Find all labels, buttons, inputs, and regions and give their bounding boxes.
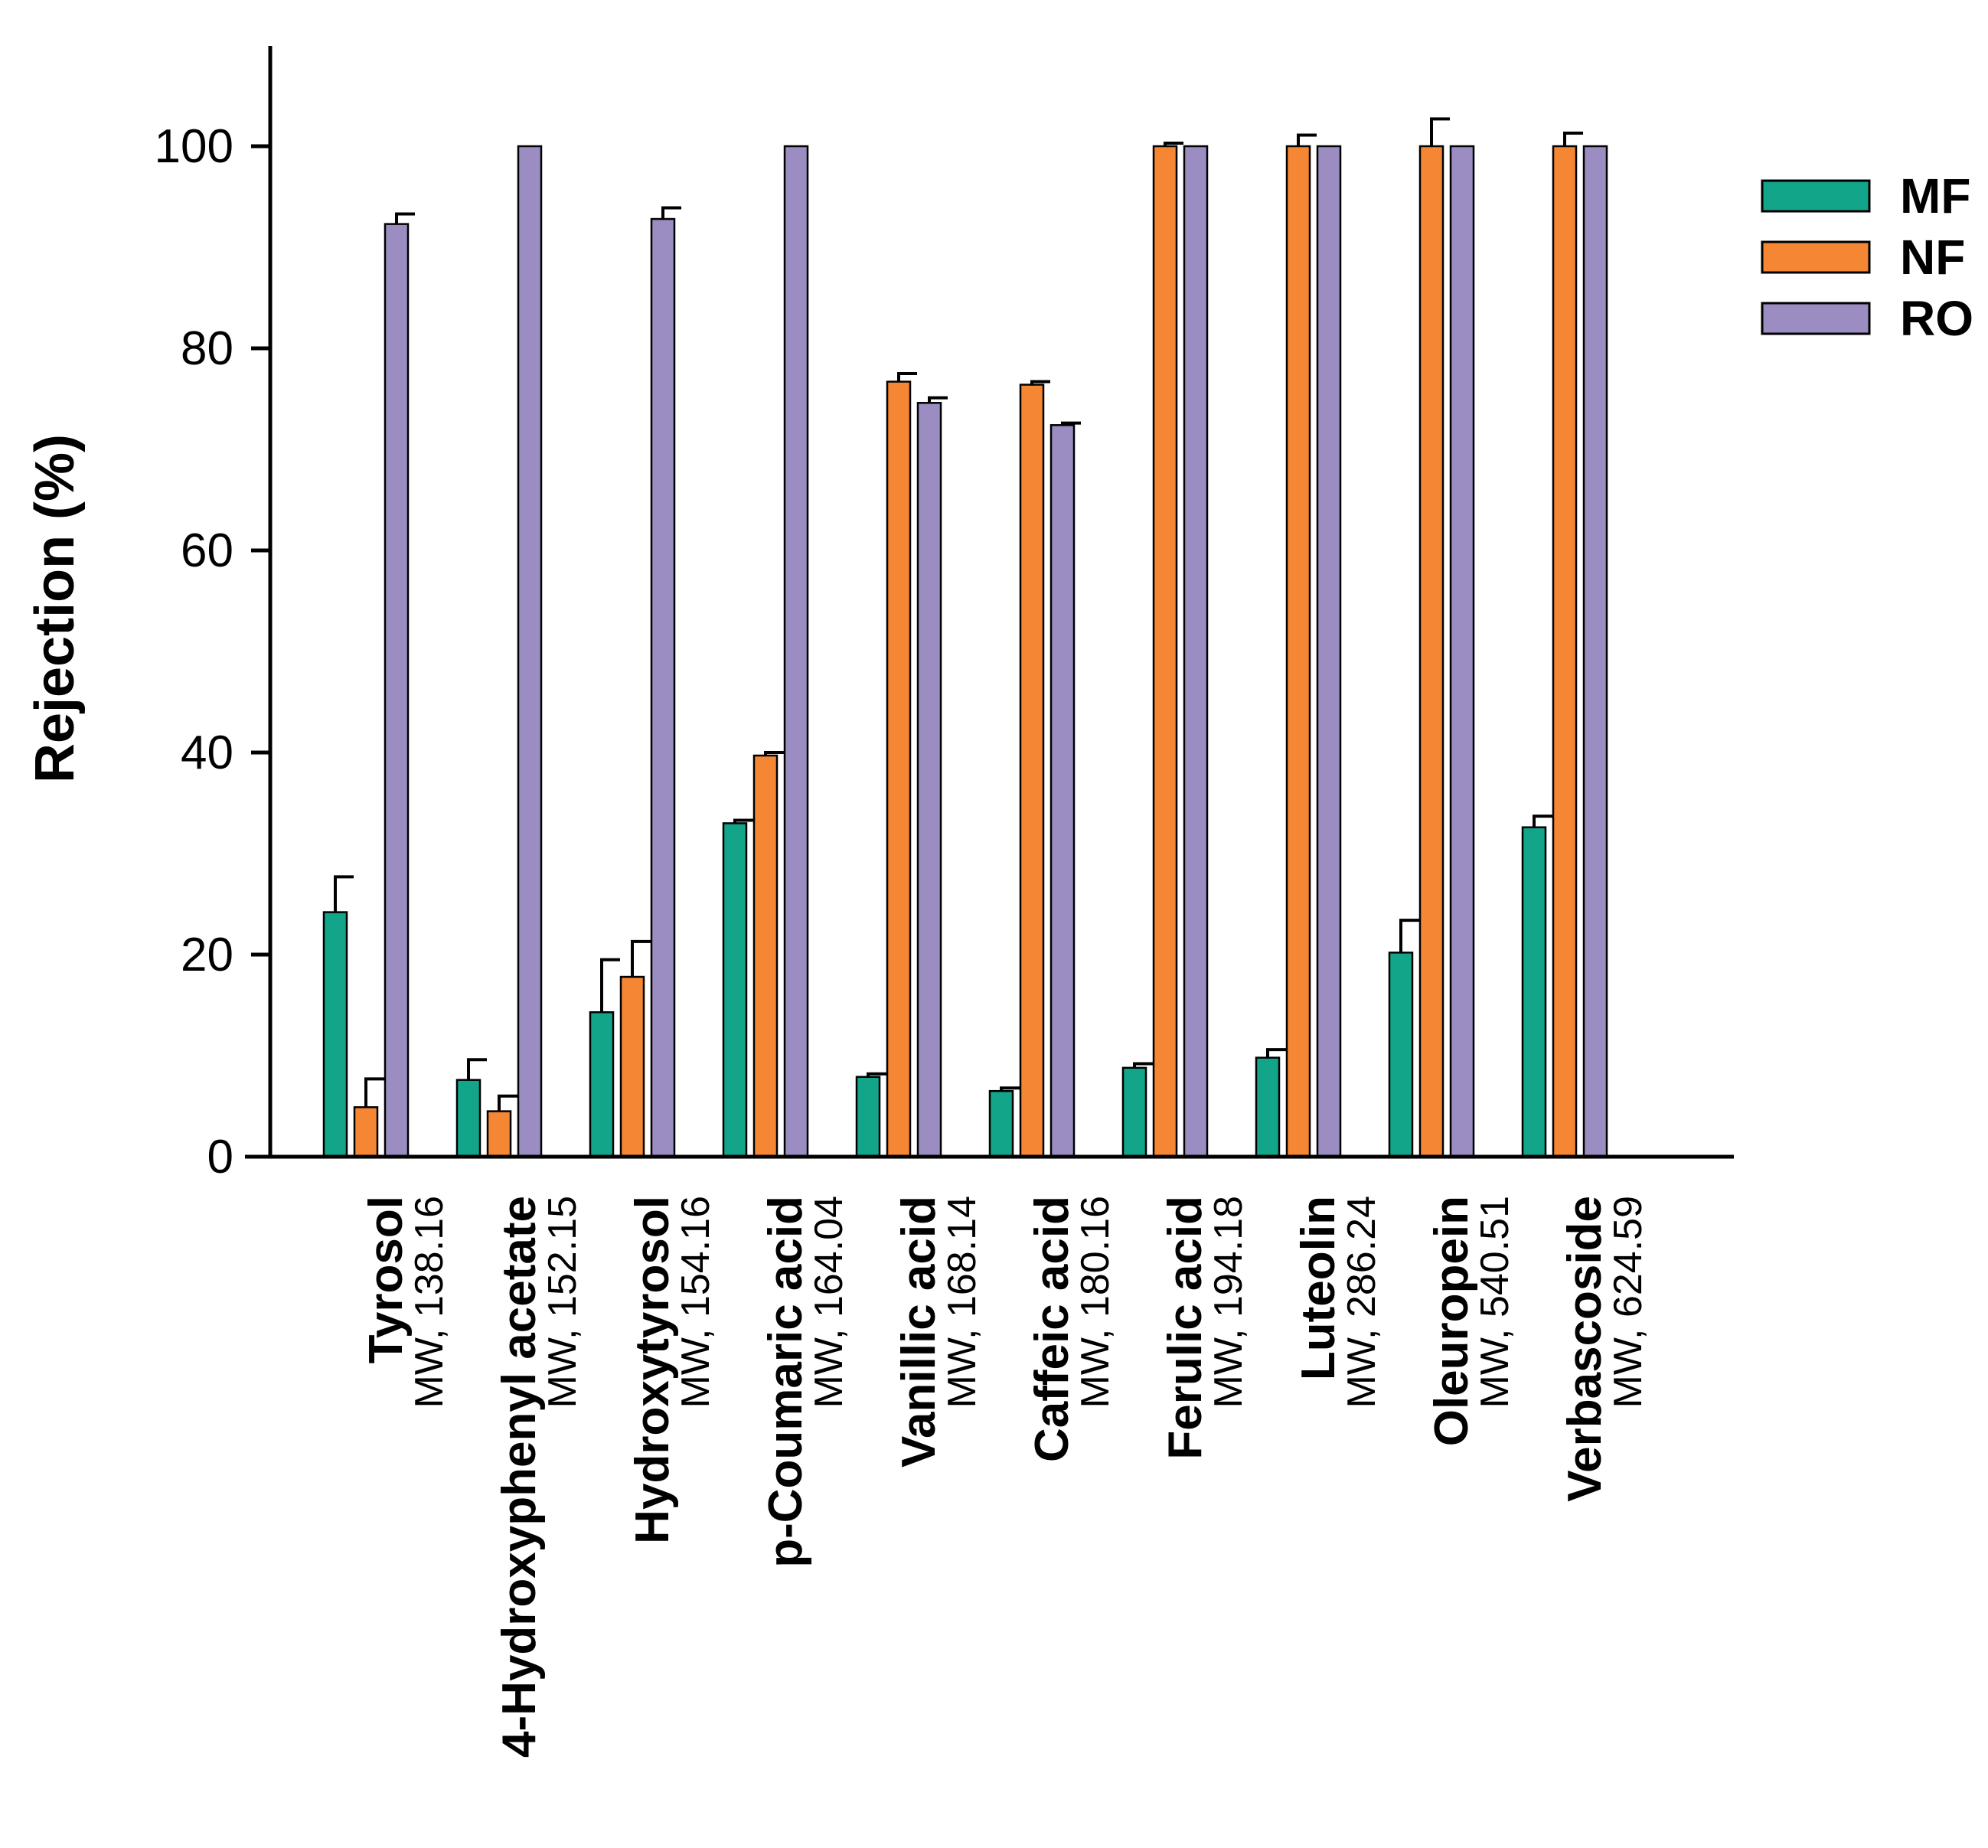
category-mw: MW, 540.51: [1473, 1196, 1517, 1408]
legend-label-mf: MF: [1900, 168, 1970, 224]
bar-nf: [619, 975, 645, 1158]
bar-mf: [988, 1089, 1014, 1158]
category-name: Hydroxytyrosol: [626, 1196, 679, 1544]
legend-label-ro: RO: [1900, 291, 1973, 346]
y-ticks: 0 20 40 60 80 100: [155, 120, 270, 1184]
bar-nf: [1418, 145, 1444, 1158]
y-axis-title: Rejection (%): [24, 434, 86, 783]
legend-swatch-mf: [1761, 179, 1871, 213]
y-tick-label: 40: [181, 726, 233, 779]
legend: MF NF RO: [1761, 168, 1973, 346]
bar-mf: [589, 1011, 615, 1158]
y-tick-label: 60: [181, 524, 233, 577]
bar-ro: [650, 217, 676, 1158]
bars-layer: [322, 117, 1608, 1158]
bar-ro: [384, 223, 410, 1158]
category-mw: MW, 168.14: [940, 1196, 984, 1408]
category-name: Verbascoside: [1559, 1196, 1611, 1502]
bar-mf: [1255, 1056, 1281, 1158]
y-tick-label: 20: [181, 929, 233, 981]
category-name: Tyrosol: [360, 1196, 413, 1363]
bar-ro: [517, 145, 543, 1158]
category-name: Vanillic acid: [893, 1196, 945, 1468]
bar-ro: [1449, 145, 1475, 1158]
bar-nf: [886, 380, 912, 1158]
category-name: 4-Hydroxyphenyl acetate: [493, 1196, 546, 1758]
bar-nf: [1285, 145, 1311, 1158]
category-mw: MW, 154.16: [674, 1196, 718, 1408]
bar-ro: [783, 145, 809, 1158]
bar-mf: [1521, 826, 1547, 1158]
bar-mf: [322, 911, 348, 1158]
bar-nf: [353, 1106, 379, 1158]
category-name: Caffeic acid: [1026, 1196, 1079, 1462]
legend-swatch-ro: [1761, 302, 1871, 335]
category-name: Oleuropein: [1425, 1196, 1478, 1446]
category-mw: MW, 152.15: [540, 1196, 585, 1408]
bar-nf: [1552, 145, 1578, 1158]
bar-mf: [1121, 1066, 1147, 1158]
bar-nf: [752, 754, 779, 1158]
bar-ro: [1049, 424, 1076, 1158]
axes-layer: [245, 46, 1734, 1159]
y-tick-label: 100: [155, 120, 233, 173]
bar-ro: [1582, 145, 1608, 1158]
category-name: Ferulic acid: [1159, 1196, 1212, 1460]
category-mw: MW, 286.24: [1340, 1196, 1384, 1408]
category-mw: MW, 194.18: [1206, 1196, 1251, 1408]
bar-mf: [1388, 952, 1414, 1158]
bar-nf: [486, 1110, 512, 1158]
category-mw: MW, 164.04: [807, 1196, 851, 1408]
bar-nf: [1152, 145, 1178, 1158]
category-mw: MW, 624.59: [1606, 1196, 1650, 1408]
bar-ro: [1183, 145, 1209, 1158]
legend-label-nf: NF: [1900, 230, 1965, 285]
category-mw: MW, 138.16: [407, 1196, 452, 1408]
y-tick-label: 0: [207, 1131, 233, 1184]
category-mw: MW, 180.16: [1073, 1196, 1118, 1408]
category-name: Luteolin: [1292, 1196, 1345, 1380]
bar-ro: [916, 402, 942, 1158]
bar-mf: [855, 1076, 881, 1158]
bar-mf: [722, 822, 748, 1158]
bar-nf: [1019, 384, 1045, 1158]
legend-swatch-nf: [1761, 240, 1871, 274]
bar-ro: [1316, 145, 1342, 1158]
y-tick-label: 80: [181, 322, 233, 375]
category-name: p-Coumaric acid: [759, 1196, 812, 1568]
bar-mf: [455, 1079, 481, 1158]
